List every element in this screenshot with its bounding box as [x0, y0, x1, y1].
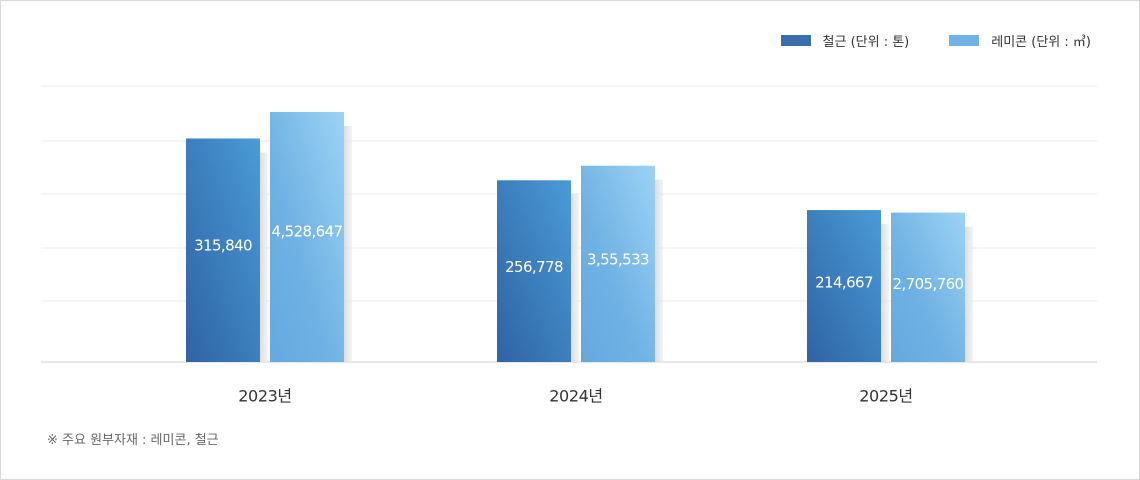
bar-value-label: 3,55,533 — [587, 250, 649, 268]
legend-item-rebar: 철근 (단위 : 톤) — [780, 31, 910, 50]
legend-item-concrete: 레미콘 (단위 : ㎥) — [949, 31, 1091, 50]
bar-value-label: 4,528,647 — [272, 223, 343, 241]
bar-rebar — [807, 210, 881, 362]
bar-value-label: 214,667 — [815, 274, 873, 292]
bar-concrete — [270, 112, 344, 363]
bar-value-label: 315,840 — [194, 236, 252, 254]
legend-label-rebar: 철근 (단위 : 톤) — [822, 35, 910, 50]
footnote: ※ 주요 원부자재 : 레미콘, 철근 — [47, 433, 219, 448]
bar-shadow — [881, 224, 889, 362]
bar-shadow — [965, 226, 973, 362]
x-tick-label: 2024년 — [549, 387, 602, 406]
legend-swatch-concrete — [949, 35, 980, 46]
bar-rebar — [497, 180, 571, 362]
legend-label-concrete: 레미콘 (단위 : ㎥) — [991, 35, 1091, 50]
x-tick-label: 2023년 — [238, 387, 291, 406]
bar-shadow — [655, 179, 663, 362]
bar-value-label: 256,778 — [505, 258, 563, 276]
bar-shadow — [260, 152, 268, 362]
x-tick-label: 2025년 — [859, 387, 912, 406]
legend-swatch-rebar — [780, 35, 811, 46]
bar-shadow — [571, 194, 579, 362]
bar-concrete — [891, 212, 965, 362]
bar-rebar — [186, 138, 260, 362]
bar-concrete — [581, 165, 655, 362]
chart-legend: 철근 (단위 : 톤) 레미콘 (단위 : ㎥) — [780, 31, 1091, 50]
bar-shadow — [344, 126, 352, 363]
bar-value-label: 2,705,760 — [893, 275, 964, 293]
